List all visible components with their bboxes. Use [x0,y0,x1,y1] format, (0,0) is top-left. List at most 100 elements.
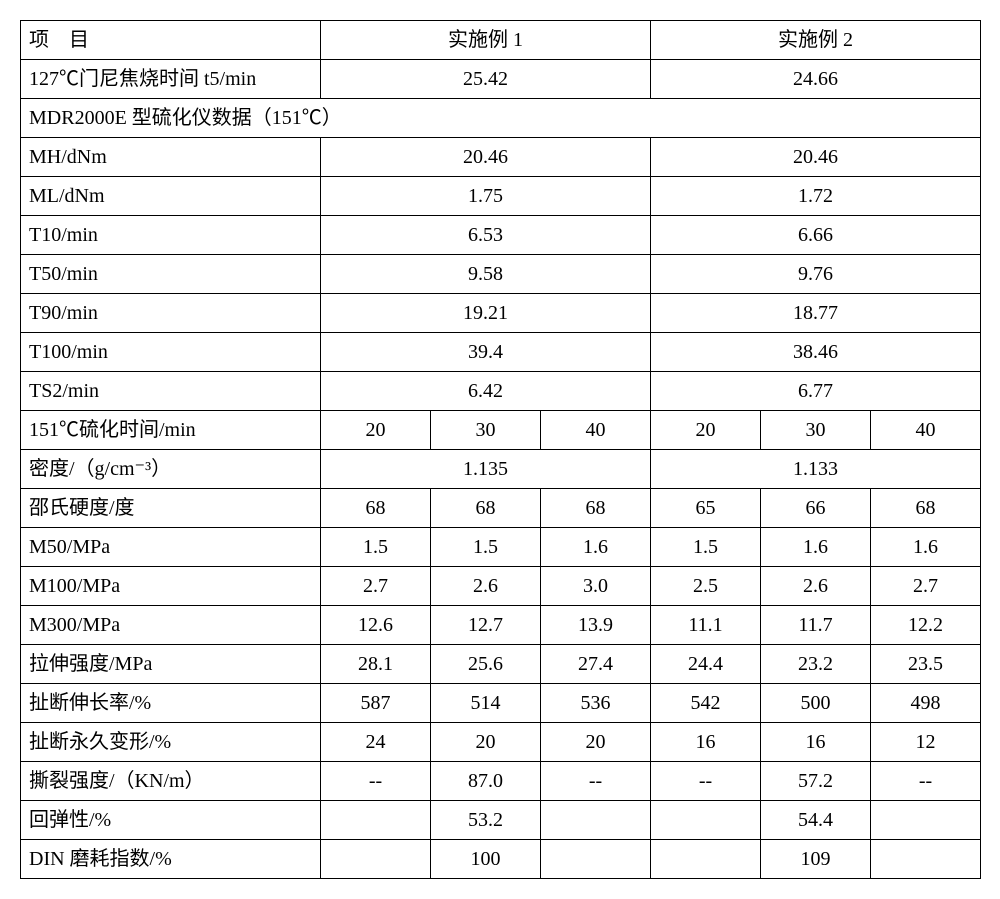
cell: 24.4 [651,645,761,684]
row-label: TS2/min [21,372,321,411]
cell [651,840,761,879]
table-row: T100/min 39.4 38.46 [21,333,981,372]
cell: 2.6 [761,567,871,606]
cell: 24 [321,723,431,762]
cell: 16 [761,723,871,762]
cell: 66 [761,489,871,528]
row-val2: 6.66 [651,216,981,255]
section-header-row: MDR2000E 型硫化仪数据（151℃） [21,99,981,138]
row-val2: 1.72 [651,177,981,216]
row-val2: 24.66 [651,60,981,99]
cell: 68 [871,489,981,528]
cell: 13.9 [541,606,651,645]
cell: 25.6 [431,645,541,684]
row-label: M300/MPa [21,606,321,645]
cell: 53.2 [431,801,541,840]
cell [541,801,651,840]
cell: 1.6 [871,528,981,567]
row-label: 127℃门尼焦烧时间 t5/min [21,60,321,99]
row-val1: 39.4 [321,333,651,372]
row-val1: 1.75 [321,177,651,216]
cell: 100 [431,840,541,879]
properties-table: 项 目 实施例 1 实施例 2 127℃门尼焦烧时间 t5/min 25.42 … [20,20,981,879]
table-row: 127℃门尼焦烧时间 t5/min 25.42 24.66 [21,60,981,99]
cell: 20 [541,723,651,762]
cell: 500 [761,684,871,723]
cell: 2.7 [871,567,981,606]
cell: 542 [651,684,761,723]
header-example2: 实施例 2 [651,21,981,60]
cell: 27.4 [541,645,651,684]
cell: 536 [541,684,651,723]
row-label: 拉伸强度/MPa [21,645,321,684]
cell: 30 [761,411,871,450]
cell: 68 [541,489,651,528]
table-row: ML/dNm 1.75 1.72 [21,177,981,216]
section-label: MDR2000E 型硫化仪数据（151℃） [21,99,981,138]
cell [871,801,981,840]
row-label: 密度/（g/cm⁻³） [21,450,321,489]
table-row: TS2/min 6.42 6.77 [21,372,981,411]
cell: 11.7 [761,606,871,645]
cell: 1.6 [541,528,651,567]
cell: 12 [871,723,981,762]
table-row: T10/min 6.53 6.66 [21,216,981,255]
cell [651,801,761,840]
row-val2: 1.133 [651,450,981,489]
row-val2: 9.76 [651,255,981,294]
cell [541,840,651,879]
cell: 28.1 [321,645,431,684]
row-val1: 25.42 [321,60,651,99]
cell: 20 [321,411,431,450]
row-label: 邵氏硬度/度 [21,489,321,528]
data-table-container: 项 目 实施例 1 实施例 2 127℃门尼焦烧时间 t5/min 25.42 … [20,20,980,879]
table-row: 扯断永久变形/% 24 20 20 16 16 12 [21,723,981,762]
cell: 20 [651,411,761,450]
row-val1: 9.58 [321,255,651,294]
row-val1: 19.21 [321,294,651,333]
row-label: T10/min [21,216,321,255]
cell: 11.1 [651,606,761,645]
cell: 68 [321,489,431,528]
cell: 40 [871,411,981,450]
row-label: M100/MPa [21,567,321,606]
row-label: DIN 磨耗指数/% [21,840,321,879]
row-label: ML/dNm [21,177,321,216]
cell: 23.5 [871,645,981,684]
table-row: M300/MPa 12.6 12.7 13.9 11.1 11.7 12.2 [21,606,981,645]
cell: 2.6 [431,567,541,606]
row-label: M50/MPa [21,528,321,567]
cell: 87.0 [431,762,541,801]
row-val2: 20.46 [651,138,981,177]
cell: 587 [321,684,431,723]
row-val1: 6.53 [321,216,651,255]
cell: 12.2 [871,606,981,645]
cell: -- [651,762,761,801]
table-row: 邵氏硬度/度 68 68 68 65 66 68 [21,489,981,528]
table-row: T50/min 9.58 9.76 [21,255,981,294]
table-row: 拉伸强度/MPa 28.1 25.6 27.4 24.4 23.2 23.5 [21,645,981,684]
row-val2: 18.77 [651,294,981,333]
cell [321,840,431,879]
header-example1: 实施例 1 [321,21,651,60]
cell: 30 [431,411,541,450]
row-label: 回弹性/% [21,801,321,840]
table-row: 扯断伸长率/% 587 514 536 542 500 498 [21,684,981,723]
cell [321,801,431,840]
row-label: T50/min [21,255,321,294]
cell: 3.0 [541,567,651,606]
row-val2: 6.77 [651,372,981,411]
row-val1: 1.135 [321,450,651,489]
table-row: DIN 磨耗指数/% 100 109 [21,840,981,879]
table-row: 撕裂强度/（KN/m） -- 87.0 -- -- 57.2 -- [21,762,981,801]
row-label: 扯断永久变形/% [21,723,321,762]
cell: 1.5 [321,528,431,567]
cell: 57.2 [761,762,871,801]
cell: -- [541,762,651,801]
row-val2: 38.46 [651,333,981,372]
density-row: 密度/（g/cm⁻³） 1.135 1.133 [21,450,981,489]
row-label: 扯断伸长率/% [21,684,321,723]
cell [871,840,981,879]
cell: 2.5 [651,567,761,606]
row-label: 151℃硫化时间/min [21,411,321,450]
